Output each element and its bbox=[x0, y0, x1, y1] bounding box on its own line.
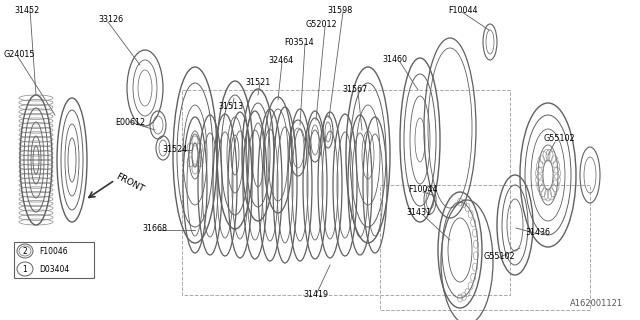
Text: G24015: G24015 bbox=[4, 50, 35, 59]
Text: A162001121: A162001121 bbox=[570, 299, 623, 308]
Text: F10044: F10044 bbox=[408, 185, 438, 194]
Text: E00612: E00612 bbox=[115, 118, 145, 127]
Text: G52012: G52012 bbox=[306, 20, 338, 29]
Text: 31567: 31567 bbox=[342, 85, 367, 94]
Text: 31460: 31460 bbox=[382, 55, 407, 64]
Text: 31431: 31431 bbox=[406, 208, 431, 217]
Text: 1: 1 bbox=[22, 265, 28, 274]
Text: G55102: G55102 bbox=[484, 252, 516, 261]
Text: F10046: F10046 bbox=[39, 247, 68, 256]
Text: G55102: G55102 bbox=[543, 134, 575, 143]
Text: FRONT: FRONT bbox=[114, 172, 145, 194]
Text: 31524: 31524 bbox=[162, 145, 188, 154]
Bar bbox=[14, 242, 94, 278]
Text: 31436: 31436 bbox=[525, 228, 550, 237]
Text: 2: 2 bbox=[22, 247, 28, 256]
Text: 31521: 31521 bbox=[245, 78, 270, 87]
Text: D03404: D03404 bbox=[39, 265, 69, 274]
Text: F10044: F10044 bbox=[448, 6, 477, 15]
Text: 31452: 31452 bbox=[14, 6, 39, 15]
Text: 33126: 33126 bbox=[98, 15, 123, 24]
Text: 32464: 32464 bbox=[268, 56, 293, 65]
Text: 31513: 31513 bbox=[218, 102, 243, 111]
Text: 31598: 31598 bbox=[327, 6, 352, 15]
Text: F03514: F03514 bbox=[284, 38, 314, 47]
Text: 31668: 31668 bbox=[142, 224, 167, 233]
Text: 31419: 31419 bbox=[303, 290, 328, 299]
